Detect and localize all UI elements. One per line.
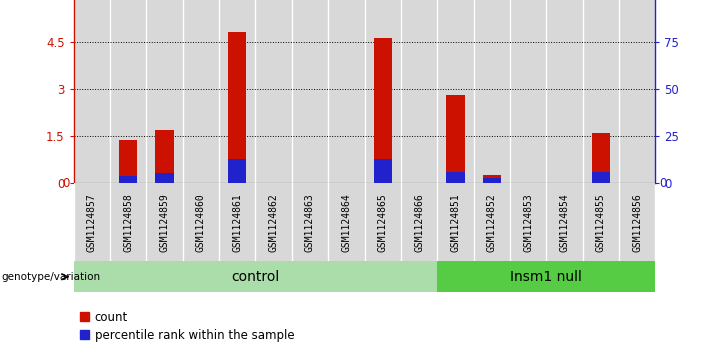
Bar [183, 183, 219, 261]
Bar [437, 0, 474, 183]
Text: GSM1124851: GSM1124851 [451, 193, 461, 252]
Bar [119, 176, 137, 183]
Bar [183, 0, 219, 183]
Bar [437, 183, 474, 261]
Text: GSM1124863: GSM1124863 [305, 193, 315, 252]
Bar [110, 183, 147, 261]
Text: control: control [231, 270, 280, 284]
Bar [474, 0, 510, 183]
Text: GSM1124866: GSM1124866 [414, 193, 424, 252]
Bar [328, 0, 365, 183]
Bar [592, 172, 610, 183]
Bar [255, 183, 292, 261]
Bar [156, 173, 174, 183]
Text: GSM1124854: GSM1124854 [559, 193, 569, 252]
Text: 0: 0 [659, 177, 667, 190]
Text: GSM1124865: GSM1124865 [378, 193, 388, 252]
Bar [510, 0, 546, 183]
Bar [447, 172, 465, 183]
Bar [401, 183, 437, 261]
Bar [292, 183, 328, 261]
Bar [510, 183, 546, 261]
Text: genotype/variation: genotype/variation [1, 272, 101, 282]
Bar [156, 130, 174, 183]
Bar [110, 0, 147, 183]
Bar [74, 261, 437, 292]
Bar [483, 175, 501, 183]
Bar [292, 0, 328, 183]
Bar [583, 183, 619, 261]
Bar [374, 38, 392, 183]
Bar [219, 183, 255, 261]
Bar [474, 183, 510, 261]
Text: GSM1124858: GSM1124858 [123, 193, 133, 252]
Text: GSM1124861: GSM1124861 [232, 193, 243, 252]
Text: GSM1124857: GSM1124857 [87, 193, 97, 252]
Bar [483, 178, 501, 183]
Bar [365, 183, 401, 261]
Bar [365, 0, 401, 183]
Bar [583, 0, 619, 183]
Text: GSM1124860: GSM1124860 [196, 193, 206, 252]
Text: GSM1124853: GSM1124853 [523, 193, 533, 252]
Bar [401, 0, 437, 183]
Bar [228, 159, 246, 183]
Text: Insm1 null: Insm1 null [510, 270, 583, 284]
Legend: count, percentile rank within the sample: count, percentile rank within the sample [79, 311, 294, 342]
Bar [592, 133, 610, 183]
Bar [228, 32, 246, 183]
Bar [255, 0, 292, 183]
Bar [546, 0, 583, 183]
Text: GSM1124852: GSM1124852 [486, 193, 497, 252]
Bar [619, 0, 655, 183]
Text: GSM1124864: GSM1124864 [341, 193, 351, 252]
Bar [447, 95, 465, 183]
Bar [74, 183, 110, 261]
Bar [147, 0, 183, 183]
Bar [328, 183, 365, 261]
Bar [74, 0, 110, 183]
Bar [147, 183, 183, 261]
Text: 0: 0 [62, 177, 70, 190]
Bar [219, 0, 255, 183]
Bar [374, 159, 392, 183]
Text: GSM1124856: GSM1124856 [632, 193, 642, 252]
Bar [546, 183, 583, 261]
Bar [619, 183, 655, 261]
Text: GSM1124855: GSM1124855 [596, 193, 606, 252]
Text: GSM1124862: GSM1124862 [268, 193, 278, 252]
Bar [437, 261, 655, 292]
Text: GSM1124859: GSM1124859 [160, 193, 170, 252]
Bar [119, 140, 137, 183]
